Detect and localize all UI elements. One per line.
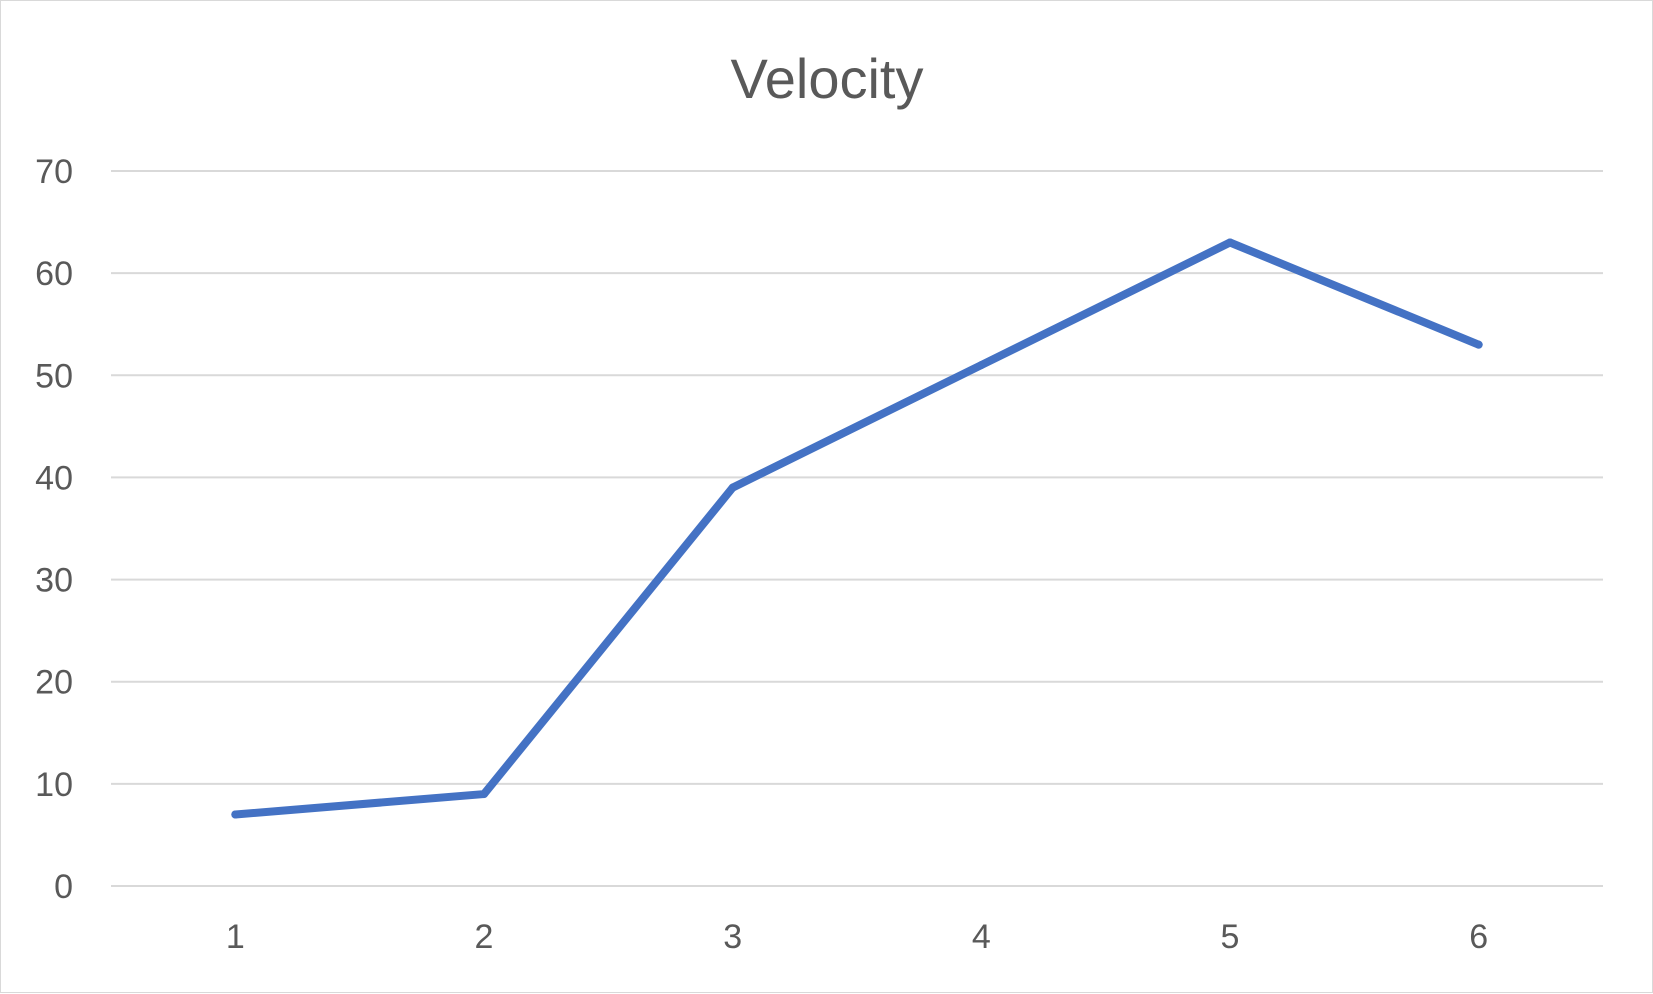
y-tick-label: 70	[35, 153, 73, 191]
x-tick-label: 2	[475, 918, 494, 956]
x-tick-label: 5	[1221, 918, 1240, 956]
data-point	[1474, 340, 1483, 349]
data-point	[728, 483, 737, 492]
y-tick-label: 60	[35, 255, 73, 293]
y-tick-label: 0	[54, 868, 73, 906]
y-tick-label: 40	[35, 459, 73, 497]
series-lines	[231, 238, 1483, 819]
x-tick-label: 3	[723, 918, 742, 956]
x-tick-label: 4	[972, 918, 991, 956]
y-tick-label: 30	[35, 562, 73, 600]
x-tick-label: 1	[226, 918, 245, 956]
data-point	[977, 361, 986, 370]
data-point	[1226, 238, 1234, 247]
series-line	[231, 238, 1483, 819]
y-tick-label: 10	[35, 766, 73, 804]
y-tick-label: 20	[35, 664, 73, 702]
gridlines	[111, 170, 1603, 887]
y-axis-tick-labels: 0 10 20 30 40 50 60 70	[35, 153, 73, 906]
data-point	[231, 810, 240, 819]
data-point	[480, 790, 488, 799]
y-tick-label: 50	[35, 357, 73, 395]
x-tick-label: 6	[1469, 918, 1488, 956]
chart-title: Velocity	[731, 47, 924, 110]
x-axis-tick-labels: 1 2 3 4 5 6	[226, 918, 1488, 956]
